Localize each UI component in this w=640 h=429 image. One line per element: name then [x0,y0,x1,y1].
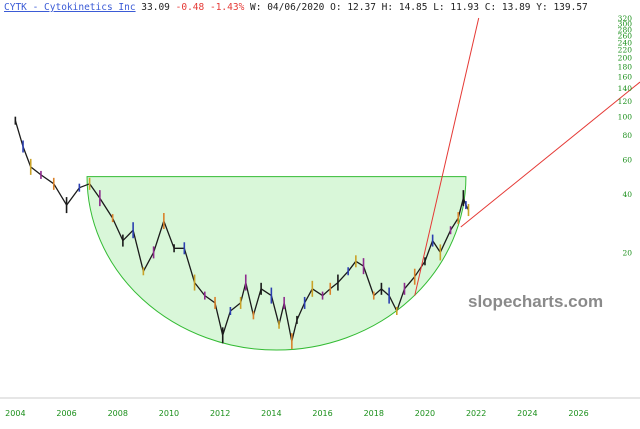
y-tick-label: 320 [618,14,633,23]
x-tick-label: 2024 [517,409,537,418]
watermark: slopecharts.com [468,292,603,311]
y-tick-label: 100 [618,112,633,121]
x-tick-label: 2010 [159,409,179,418]
x-axis-ticks: 2004 2006 2008 2010 2012 2014 2016 2018 2020 2022… [5,409,589,418]
trendlines [414,17,640,296]
y-tick-label: 20 [622,248,632,257]
x-tick-label: 2014 [261,409,281,418]
y-value: 139.57 [553,2,588,13]
y-tick-label: 240 [618,38,633,47]
x-tick-label: 2016 [312,409,332,418]
y-tick-label: 80 [622,131,632,140]
open-label: O: [330,2,342,13]
y-tick-label: 180 [618,63,633,72]
symbol-link[interactable]: CYTK - Cytokinetics Inc [4,2,136,13]
price-value: 33.09 [141,2,170,13]
y-tick-label: 300 [618,19,633,28]
change-percent: -1.43% [209,2,245,13]
y-tick-label: 260 [618,32,633,41]
x-tick-label: 2018 [364,409,384,418]
price-series [14,116,470,350]
x-tick-label: 2006 [56,409,76,418]
x-tick-label: 2008 [108,409,128,418]
high-value: 14.85 [398,2,428,13]
y-tick-label: 140 [618,84,633,93]
x-tick-label: 2026 [568,409,588,418]
x-tick-label: 2020 [415,409,435,418]
chart-header: CYTK - Cytokinetics Inc 33.09 -0.48 -1.4… [4,2,588,13]
y-tick-label: 160 [618,73,633,82]
period-label: W: 04/06/2020 [250,2,325,13]
close-value: 13.89 [501,2,531,13]
open-value: 12.37 [347,2,376,13]
trendline [460,81,640,228]
x-tick-label: 2022 [466,409,486,418]
low-label: L: [433,2,445,13]
change-value: -0.48 [175,2,205,13]
y-tick-label: 200 [618,54,633,63]
y-tick-label: 280 [618,25,633,34]
cup-bowl-overlay [86,176,467,351]
y-tick-label: 220 [618,46,633,55]
x-tick-label: 2012 [210,409,230,418]
x-tick-label: 2004 [5,409,25,418]
high-label: H: [381,2,394,13]
y-label: Y: [536,2,548,13]
close-label: C: [484,2,497,13]
trendline [414,17,480,296]
y-tick-label: 120 [618,97,633,106]
y-tick-label: 60 [622,156,632,165]
low-value: 11.93 [450,2,479,13]
y-tick-label: 40 [622,190,632,199]
